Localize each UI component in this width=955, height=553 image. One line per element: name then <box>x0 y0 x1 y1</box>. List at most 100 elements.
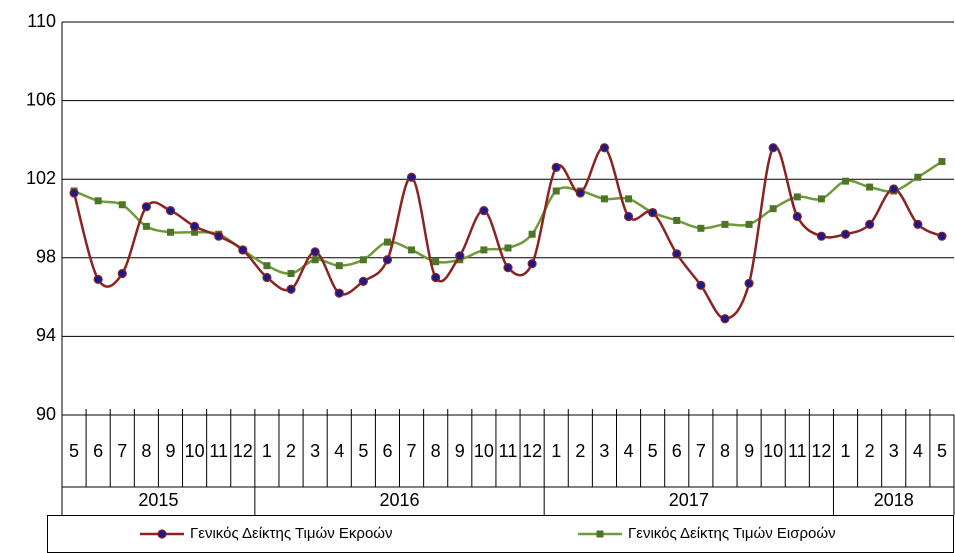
point <box>672 249 682 259</box>
point <box>382 255 393 265</box>
y-tick-label: 94 <box>36 325 56 345</box>
point <box>504 244 512 252</box>
x-tick-label: 8 <box>431 441 441 461</box>
x-tick-label: 7 <box>696 441 706 461</box>
x-tick-label: 9 <box>455 441 465 461</box>
point <box>310 247 320 257</box>
point <box>408 246 416 254</box>
point <box>745 220 753 228</box>
x-tick-label: 7 <box>407 441 417 461</box>
point <box>238 245 248 255</box>
point <box>552 187 560 195</box>
point <box>383 238 391 246</box>
x-tick-label: 12 <box>233 441 253 461</box>
point <box>600 195 608 203</box>
x-tick-label: 1 <box>551 441 561 461</box>
x-tick-label: 10 <box>185 441 205 461</box>
point <box>914 173 922 181</box>
point <box>793 193 801 201</box>
point <box>191 228 199 236</box>
point <box>575 188 585 198</box>
x-tick-label: 10 <box>474 441 494 461</box>
y-tick-label: 98 <box>36 247 56 267</box>
point <box>625 195 633 203</box>
x-tick-label: 1 <box>262 441 272 461</box>
legend-marker <box>157 529 167 539</box>
point <box>142 222 150 230</box>
point <box>866 183 874 191</box>
point <box>889 184 899 194</box>
point <box>792 211 802 222</box>
point <box>744 278 754 288</box>
point <box>648 208 658 218</box>
point <box>913 219 923 229</box>
point <box>214 231 224 241</box>
x-tick-label: 12 <box>522 441 542 461</box>
x-group-label: 2018 <box>874 490 914 510</box>
point <box>335 262 343 270</box>
x-tick-label: 8 <box>141 441 151 461</box>
y-tick-label: 102 <box>26 168 56 188</box>
x-tick-label: 5 <box>937 441 947 461</box>
point <box>311 256 319 264</box>
point <box>262 272 272 283</box>
x-tick-label: 4 <box>624 441 634 461</box>
point <box>93 274 103 285</box>
x-tick-label: 2 <box>865 441 875 461</box>
x-tick-label: 12 <box>811 441 831 461</box>
point <box>938 158 946 166</box>
x-tick-label: 5 <box>358 441 368 461</box>
x-tick-label: 11 <box>788 441 807 461</box>
x-tick-label: 6 <box>382 441 392 461</box>
x-group-label: 2016 <box>379 490 419 510</box>
point <box>528 230 536 238</box>
point <box>166 228 174 236</box>
y-tick-label: 110 <box>27 11 56 31</box>
legend-label: Γενικός Δείκτης Τιμών Εκροών <box>190 525 393 542</box>
x-tick-label: 11 <box>209 441 228 461</box>
point <box>479 206 489 216</box>
x-tick-label: 6 <box>672 441 682 461</box>
point <box>721 220 729 228</box>
point <box>697 224 705 232</box>
x-tick-label: 1 <box>841 441 851 461</box>
x-tick-label: 4 <box>913 441 923 461</box>
point <box>623 211 634 222</box>
legend-marker <box>596 530 604 538</box>
x-tick-label: 8 <box>720 441 730 461</box>
x-group-label: 2017 <box>669 490 709 510</box>
point <box>118 201 126 209</box>
point <box>165 206 176 216</box>
x-tick-label: 6 <box>93 441 103 461</box>
point <box>431 272 441 283</box>
x-tick-label: 3 <box>599 441 609 461</box>
point <box>189 221 200 231</box>
point <box>673 216 681 224</box>
point <box>117 268 127 279</box>
x-group-label: 2015 <box>138 490 178 510</box>
x-tick-label: 2 <box>286 441 296 461</box>
x-tick-label: 7 <box>117 441 127 461</box>
point <box>359 256 367 264</box>
point <box>840 229 851 239</box>
point <box>865 219 875 229</box>
point <box>768 143 778 153</box>
point <box>432 258 440 266</box>
point <box>480 246 488 254</box>
point <box>720 314 730 324</box>
series-line <box>73 160 943 275</box>
x-tick-label: 5 <box>69 441 79 461</box>
point <box>551 162 561 173</box>
x-tick-label: 2 <box>575 441 585 461</box>
x-tick-label: 3 <box>310 441 320 461</box>
point <box>94 197 102 205</box>
point <box>287 270 295 278</box>
point <box>527 259 537 269</box>
point <box>769 205 777 213</box>
y-tick-label: 106 <box>26 89 56 109</box>
x-tick-label: 4 <box>334 441 344 461</box>
x-tick-label: 5 <box>648 441 658 461</box>
y-tick-label: 90 <box>36 404 56 424</box>
x-tick-label: 9 <box>165 441 175 461</box>
x-tick-label: 11 <box>499 441 518 461</box>
